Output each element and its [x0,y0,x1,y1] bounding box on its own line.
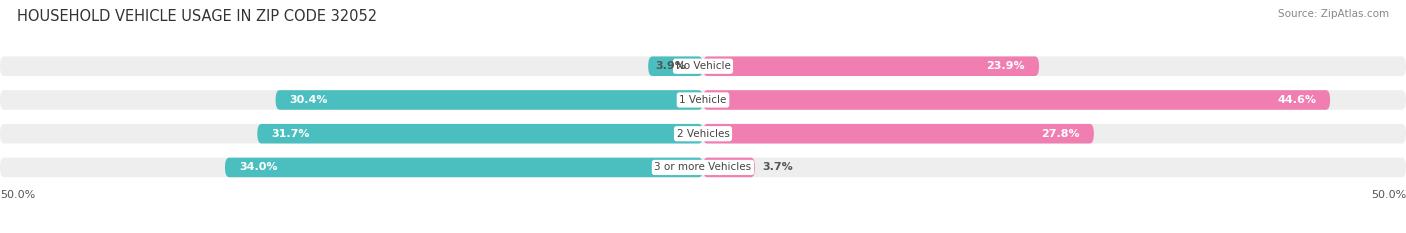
Text: 44.6%: 44.6% [1277,95,1316,105]
FancyBboxPatch shape [703,90,1330,110]
Text: 3.9%: 3.9% [655,61,686,71]
FancyBboxPatch shape [0,56,1406,76]
FancyBboxPatch shape [0,90,1406,110]
Text: 3 or more Vehicles: 3 or more Vehicles [654,162,752,172]
Text: 31.7%: 31.7% [271,129,309,139]
FancyBboxPatch shape [648,56,703,76]
Text: 50.0%: 50.0% [0,190,35,200]
Text: 30.4%: 30.4% [290,95,328,105]
FancyBboxPatch shape [257,124,703,144]
Text: 2 Vehicles: 2 Vehicles [676,129,730,139]
Text: 50.0%: 50.0% [1371,190,1406,200]
Text: 34.0%: 34.0% [239,162,277,172]
Text: 27.8%: 27.8% [1042,129,1080,139]
Text: HOUSEHOLD VEHICLE USAGE IN ZIP CODE 32052: HOUSEHOLD VEHICLE USAGE IN ZIP CODE 3205… [17,9,377,24]
FancyBboxPatch shape [276,90,703,110]
FancyBboxPatch shape [703,124,1094,144]
Text: No Vehicle: No Vehicle [675,61,731,71]
Text: 3.7%: 3.7% [762,162,793,172]
FancyBboxPatch shape [0,124,1406,144]
FancyBboxPatch shape [703,158,755,177]
FancyBboxPatch shape [225,158,703,177]
FancyBboxPatch shape [0,158,1406,177]
FancyBboxPatch shape [703,56,1039,76]
Text: 1 Vehicle: 1 Vehicle [679,95,727,105]
Text: Source: ZipAtlas.com: Source: ZipAtlas.com [1278,9,1389,19]
Text: 23.9%: 23.9% [987,61,1025,71]
